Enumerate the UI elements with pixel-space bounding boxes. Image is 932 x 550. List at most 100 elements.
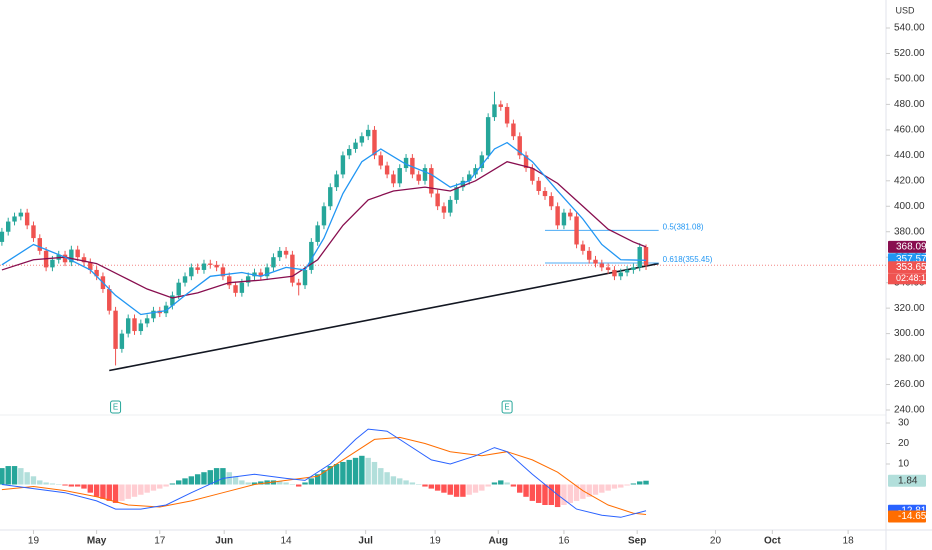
price-tag-label: 353.65 — [896, 262, 927, 273]
candle-body — [125, 318, 131, 334]
candle-body — [50, 259, 55, 268]
candle-body — [309, 241, 314, 270]
y-tick-label: 500.00 — [894, 74, 925, 85]
candle-body — [637, 247, 642, 268]
macd-bar — [125, 484, 131, 499]
macd-bar — [630, 483, 637, 485]
macd-bar — [258, 481, 264, 485]
macd-bar — [561, 484, 567, 505]
macd-bar — [384, 472, 390, 485]
candle-body — [397, 168, 402, 184]
macd-bar — [0, 468, 5, 485]
macd-bar — [352, 457, 359, 485]
macd-bar — [535, 484, 542, 503]
macd-bar — [397, 478, 403, 485]
macd-bar — [504, 482, 510, 485]
macd-bar — [498, 480, 504, 485]
macd-bar — [277, 481, 283, 485]
macd-bar — [251, 482, 258, 485]
candle-body — [441, 206, 447, 213]
x-tick-label: Oct — [764, 536, 781, 547]
candle-body — [94, 269, 99, 277]
candle-body — [612, 269, 617, 277]
candle-body — [479, 155, 485, 169]
x-tick-label: Jun — [215, 536, 233, 547]
candle-body — [511, 123, 516, 137]
macd-bar — [643, 480, 649, 485]
macd-bar — [529, 484, 536, 501]
fib-label: 0.618(355.45) — [663, 255, 713, 264]
macd-bar — [163, 484, 169, 487]
countdown-bg — [888, 273, 926, 285]
macd-bar — [605, 484, 611, 491]
macd-bar — [611, 484, 618, 489]
y-tick-label: 460.00 — [894, 125, 925, 136]
macd-bar — [188, 476, 195, 485]
candle-body — [403, 157, 409, 169]
macd-bar — [194, 474, 201, 485]
candle-body — [334, 174, 339, 188]
candle-body — [448, 199, 453, 213]
candle-body — [189, 267, 194, 277]
candle-body — [365, 129, 371, 137]
y-tick-label: 420.00 — [894, 175, 925, 186]
candle-body — [523, 155, 529, 169]
macd-bar — [182, 478, 188, 485]
candle-body — [233, 285, 238, 293]
candle-body — [302, 269, 308, 286]
candle-body — [549, 196, 554, 207]
macd-bar — [460, 484, 466, 497]
candle-body — [107, 289, 112, 311]
macd-bar — [62, 484, 68, 486]
x-tick-label: Sep — [628, 536, 646, 547]
macd-bar — [434, 484, 441, 491]
macd-bar — [523, 484, 529, 497]
macd-bar — [409, 482, 416, 485]
candle-body — [586, 250, 592, 260]
candle-body — [485, 117, 491, 156]
macd-bar — [302, 482, 308, 485]
candle-body — [62, 254, 68, 263]
event-marker — [501, 400, 513, 414]
macd-bar — [359, 455, 365, 485]
macd-bar — [365, 457, 371, 485]
macd-bar — [510, 484, 517, 487]
price-tag — [888, 240, 926, 253]
macd-bar — [618, 484, 624, 488]
macd-bar — [119, 484, 125, 501]
macd-bar — [554, 484, 561, 508]
macd-bar — [573, 484, 580, 501]
macd-bar — [428, 484, 435, 489]
candle-body — [113, 310, 118, 349]
candle-body — [201, 263, 207, 270]
macd-bar — [453, 484, 460, 497]
candle-body — [75, 249, 80, 258]
macd-tag-label: 1.84 — [898, 475, 918, 486]
macd-bar — [346, 459, 352, 485]
macd-bar — [43, 482, 49, 485]
y-tick-label: 320.00 — [894, 303, 925, 314]
candle-body — [372, 129, 377, 156]
candle-body — [347, 148, 352, 156]
y-tick-label: 540.00 — [894, 23, 925, 34]
candle-body — [69, 249, 74, 263]
y-tick-label: 380.00 — [894, 226, 925, 237]
macd-bar — [599, 484, 605, 493]
macd-bar — [49, 483, 56, 485]
macd-bar — [176, 480, 182, 485]
moving-average — [1, 161, 647, 299]
candle-body — [384, 165, 390, 175]
x-tick-label: Jul — [358, 536, 373, 547]
macd-bar — [586, 484, 592, 497]
macd-bar — [517, 484, 523, 493]
macd-bar — [390, 476, 397, 485]
y-tick-label: 240.00 — [894, 405, 925, 416]
y-tick-label: 300.00 — [894, 328, 925, 339]
macd-bar — [415, 484, 422, 485]
macd-bar — [93, 484, 100, 497]
macd-bar — [321, 470, 327, 485]
y-tick-label: 400.00 — [894, 201, 925, 212]
macd-bar — [567, 484, 573, 503]
